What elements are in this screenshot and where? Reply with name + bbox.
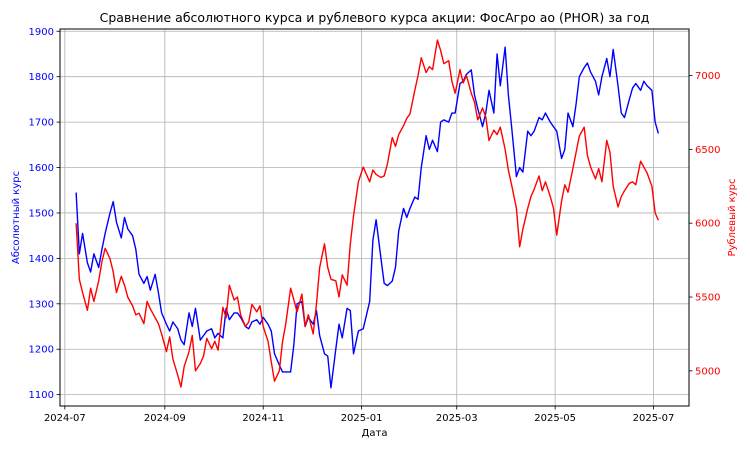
- x-tick-label: 2024-07: [44, 413, 86, 424]
- y-right-tick-label: 6500: [695, 145, 720, 156]
- y-right-tick-label: 6000: [695, 219, 720, 230]
- y-left-tick-label: 1200: [29, 345, 54, 356]
- plot-frame: [59, 28, 690, 407]
- x-tick-label: 2025-05: [534, 413, 576, 424]
- y-axis-left-label: Абсолютный курс: [11, 171, 22, 264]
- y-left-tick-label: 1400: [29, 254, 54, 265]
- series-line-ruble: [75, 39, 660, 388]
- chart-grid: [60, 29, 689, 406]
- chart-axes: 2024-07 2024-09 2024-11 2025-01 2025-03 2025-…: [29, 27, 721, 424]
- y-left-tick-label: 1900: [29, 27, 54, 38]
- y-left-tick-label: 1300: [29, 299, 54, 310]
- x-tick-label: 2025-03: [436, 413, 478, 424]
- y-left-tick-label: 1800: [29, 72, 54, 83]
- y-left-tick-label: 1600: [29, 163, 54, 174]
- x-tick-label: 2025-01: [341, 413, 383, 424]
- y-left-tick-label: 1100: [29, 390, 54, 401]
- x-tick-label: 2024-11: [242, 413, 284, 424]
- y-axis-right-label: Рублевый курс: [727, 179, 738, 257]
- x-tick-label: 2024-09: [144, 413, 186, 424]
- x-axis-label: Дата: [362, 428, 388, 439]
- y-left-tick-label: 1500: [29, 208, 54, 219]
- chart-title: Сравнение абсолютного курса и рублевого …: [100, 10, 650, 25]
- y-right-tick-label: 5500: [695, 293, 720, 304]
- series-line-absolute: [75, 46, 660, 389]
- y-right-tick-label: 7000: [695, 71, 720, 82]
- x-tick-label: 2025-07: [633, 413, 675, 424]
- y-left-tick-label: 1700: [29, 118, 54, 129]
- y-right-tick-label: 5000: [695, 366, 720, 377]
- chart-series: [75, 39, 660, 389]
